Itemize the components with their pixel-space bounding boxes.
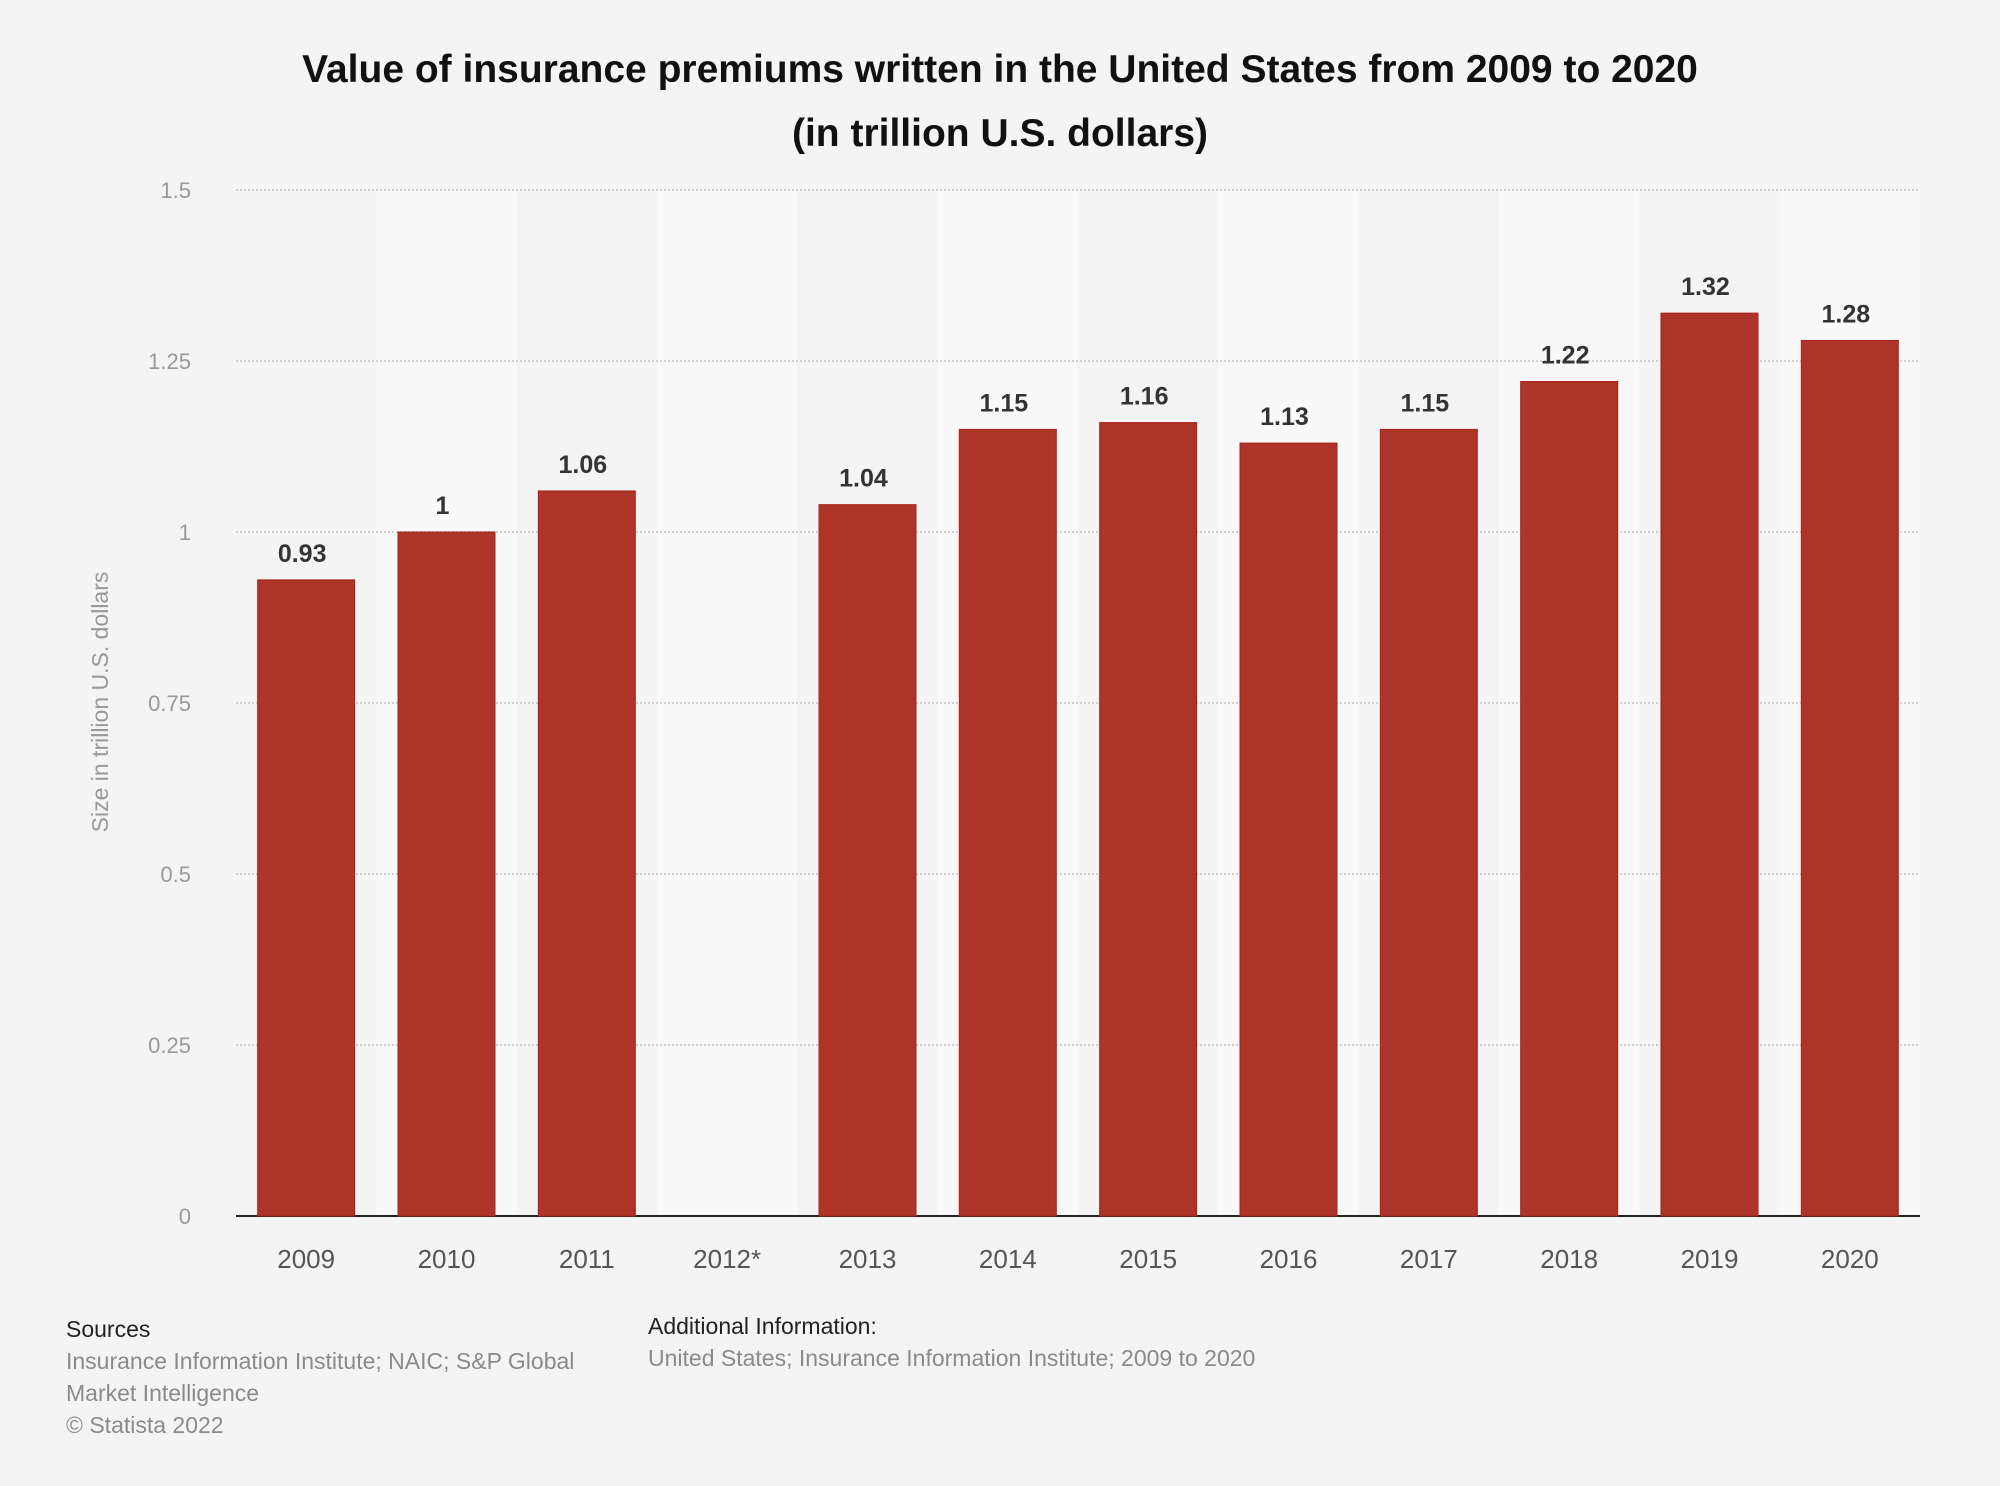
bar xyxy=(818,504,917,1217)
bar xyxy=(1099,422,1198,1217)
x-tick-label: 2013 xyxy=(839,1244,897,1274)
x-tick-label: 2012* xyxy=(693,1244,761,1274)
x-tick-label: 2020 xyxy=(1821,1244,1879,1274)
x-tick-label: 2011 xyxy=(559,1244,615,1274)
data-label: 1 xyxy=(436,492,450,520)
subtitle-line: (in trillion U.S. dollars) xyxy=(791,112,1208,155)
bar xyxy=(397,531,496,1217)
y-tick-label: 1.5 xyxy=(160,178,191,203)
bar xyxy=(1239,442,1338,1217)
sources-heading: Sources xyxy=(66,1316,151,1342)
x-tick-label: 2010 xyxy=(418,1244,476,1274)
data-label: 1.15 xyxy=(979,389,1028,417)
chart-title: Value of insurance premiums written in t… xyxy=(0,38,2000,166)
y-tick-label: 0.25 xyxy=(148,1033,191,1058)
x-tick-label: 2015 xyxy=(1119,1244,1177,1274)
copyright: © Statista 2022 xyxy=(66,1412,224,1438)
x-tick-label: 2019 xyxy=(1681,1244,1739,1274)
data-label: 1.22 xyxy=(1541,342,1590,370)
sources-block: Sources Insurance Information Institute;… xyxy=(66,1313,574,1441)
bar xyxy=(958,428,1057,1217)
additional-info-block: Additional Information: United States; I… xyxy=(648,1310,1255,1374)
bar xyxy=(1520,381,1619,1217)
data-label: 1.32 xyxy=(1681,273,1730,301)
sources-line: Market Intelligence xyxy=(66,1380,260,1406)
bar xyxy=(1800,339,1899,1217)
x-tick-label: 2016 xyxy=(1260,1244,1318,1274)
x-tick-label: 2018 xyxy=(1540,1244,1598,1274)
y-tick-label: 0 xyxy=(179,1204,191,1229)
additional-info-text: United States; Insurance Information Ins… xyxy=(648,1345,1256,1371)
data-label: 0.93 xyxy=(278,540,327,568)
x-tick-label: 2014 xyxy=(979,1244,1037,1274)
data-label: 1.04 xyxy=(839,465,888,493)
additional-info-heading: Additional Information: xyxy=(648,1313,877,1339)
sources-line: Insurance Information Institute; NAIC; S… xyxy=(66,1348,575,1374)
data-label: 1.13 xyxy=(1260,403,1309,431)
y-tick-label: 0.75 xyxy=(148,691,191,716)
bar xyxy=(537,490,636,1217)
y-axis-label: Size in trillion U.S. dollars xyxy=(87,572,113,833)
data-label: 1.06 xyxy=(558,451,607,479)
y-tick-label: 1 xyxy=(179,520,191,545)
data-label: 1.15 xyxy=(1400,389,1449,417)
y-tick-label: 1.25 xyxy=(148,349,191,374)
x-tick-label: 2009 xyxy=(277,1244,335,1274)
data-label: 1.28 xyxy=(1821,300,1870,328)
bar-chart: 0.93 1 1.06 1.04 1.15 1.16 1.13 1.15 1.22 1.32 1.2… xyxy=(87,178,1920,1274)
title-line: Value of insurance premiums written in t… xyxy=(302,48,1698,91)
y-tick-label: 0.5 xyxy=(160,862,191,887)
bar xyxy=(257,579,356,1217)
bar xyxy=(1379,428,1478,1217)
data-label: 1.16 xyxy=(1120,383,1169,411)
x-tick-label: 2017 xyxy=(1400,1244,1458,1274)
bar xyxy=(1660,312,1759,1217)
